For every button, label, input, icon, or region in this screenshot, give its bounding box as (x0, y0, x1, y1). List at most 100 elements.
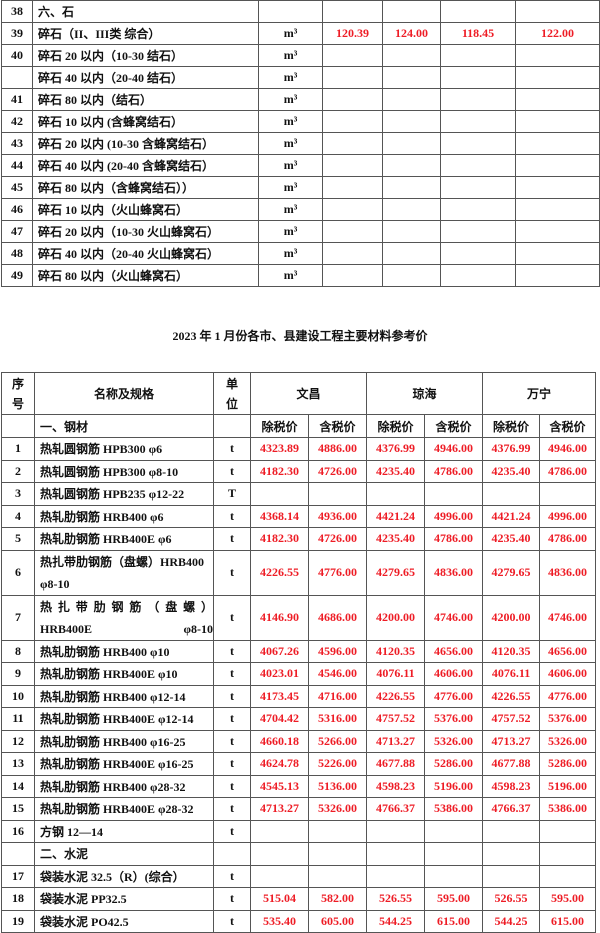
price-cell: 4766.37 (482, 797, 541, 821)
header-name: 名称及规格 (34, 372, 214, 415)
price-cell: 4182.30 (250, 527, 309, 551)
price-cell: 4686.00 (307, 594, 368, 641)
price-cell (440, 198, 516, 221)
price-cell: 4023.01 (250, 662, 309, 686)
price-cell (382, 154, 441, 177)
price-cell: 4776.00 (307, 549, 368, 596)
material-name: 碎石 20 以内（10-30 火山蜂窝石） (32, 220, 259, 243)
material-name: 碎石（II、III类 综合） (32, 22, 259, 45)
table-row: 2 热轧圆钢筋 HPB300 φ8-10 t 4182.30 4726.00 4235.4… (1, 459, 597, 483)
row-number: 19 (1, 909, 35, 933)
row-number: 17 (1, 864, 35, 888)
unit: t (213, 549, 251, 596)
header-inc-tax: 含税价 (539, 414, 597, 438)
price-cell: 4421.24 (366, 504, 426, 528)
material-name: 热轧肋钢筋 HRB400E φ12-14 (34, 707, 214, 731)
header-inc-tax: 含税价 (307, 414, 368, 438)
material-name: 碎石 80 以内（结石） (32, 88, 259, 111)
price-cell: 4226.55 (250, 549, 309, 596)
unit: m³ (258, 22, 323, 45)
table-row: 12 热轧肋钢筋 HRB400 φ16-25 t 4660.18 5266.00 4713… (1, 729, 597, 753)
price-cell (382, 66, 441, 89)
unit (258, 0, 323, 23)
price-cell: 4235.40 (482, 527, 541, 551)
price-cell: 615.00 (424, 909, 484, 933)
price-cell (322, 242, 383, 265)
price-cell: 582.00 (307, 887, 368, 911)
price-cell (322, 198, 383, 221)
table-row: 45 碎石 80 以内（含蜂窝结石）） m³ (1, 176, 600, 199)
price-cell: 4598.23 (482, 774, 541, 798)
price-cell (482, 864, 541, 888)
price-cell (539, 819, 597, 843)
header-inc-tax: 含税价 (424, 414, 484, 438)
price-cell: 5196.00 (424, 774, 484, 798)
subheader-unit (213, 414, 251, 438)
row-number: 13 (1, 752, 35, 776)
price-cell: 4996.00 (424, 504, 484, 528)
header-ex-tax: 除税价 (482, 414, 541, 438)
table-row: 8 热轧肋钢筋 HRB400 φ10 t 4067.26 4596.00 4120.35 4… (1, 639, 597, 663)
material-price-table: 序号 名称及规格 单位 文昌 琼海 万宁 一、钢材 除税价 含税价 除税价 含税… (1, 372, 597, 933)
price-cell (515, 242, 600, 265)
price-cell (440, 132, 516, 155)
price-cell: 124.00 (382, 22, 441, 45)
table-row: 42 碎石 10 以内 (含蜂窝结石） m³ (1, 110, 600, 133)
row-number: 2 (1, 459, 35, 483)
price-cell (382, 242, 441, 265)
row-number: 11 (1, 707, 35, 731)
price-cell: 4713.27 (250, 797, 309, 821)
price-cell: 4660.18 (250, 729, 309, 753)
material-name: 热轧圆钢筋 HPB235 φ12-22 (34, 482, 214, 506)
table-row: 4 热轧肋钢筋 HRB400 φ6 t 4368.14 4936.00 4421.24 49… (1, 504, 597, 528)
price-cell: 4120.35 (482, 639, 541, 663)
table-row: 49 碎石 80 以内（火山蜂窝石） m³ (1, 264, 600, 287)
row-number: 49 (1, 264, 33, 287)
material-name: 碎石 80 以内（火山蜂窝石） (32, 264, 259, 287)
row-number: 15 (1, 797, 35, 821)
row-number: 9 (1, 662, 35, 686)
row-number: 44 (1, 154, 33, 177)
price-cell: 4606.00 (539, 662, 597, 686)
table-row: 43 碎石 20 以内 (10-30 含蜂窝结石） m³ (1, 132, 600, 155)
row-number: 48 (1, 242, 33, 265)
price-cell (382, 44, 441, 67)
table-row: 二、水泥 (1, 842, 597, 866)
header-city-wanning: 万宁 (482, 372, 597, 415)
price-cell: 120.39 (322, 22, 383, 45)
price-cell: 4067.26 (250, 639, 309, 663)
price-cell (482, 819, 541, 843)
price-cell: 4946.00 (424, 437, 484, 461)
price-cell (440, 110, 516, 133)
material-name: 六、石 (32, 0, 259, 23)
price-cell: 4726.00 (307, 527, 368, 551)
price-cell (322, 154, 383, 177)
price-cell: 4677.88 (366, 752, 426, 776)
price-cell (440, 220, 516, 243)
price-cell: 5286.00 (539, 752, 597, 776)
price-cell: 4546.00 (307, 662, 368, 686)
price-cell: 4279.65 (366, 549, 426, 596)
unit: m³ (258, 88, 323, 111)
material-name: 热轧肋钢筋 HRB400 φ16-25 (34, 729, 214, 753)
price-cell (515, 198, 600, 221)
row-number: 41 (1, 88, 33, 111)
price-cell (382, 220, 441, 243)
price-cell (515, 176, 600, 199)
header-city-qionghai: 琼海 (366, 372, 484, 415)
table-row: 16 方钢 12—14 t (1, 819, 597, 843)
table-row: 40 碎石 20 以内（10-30 结石） m³ (1, 44, 600, 67)
material-name: 碎石 10 以内 (含蜂窝结石） (32, 110, 259, 133)
price-cell (322, 132, 383, 155)
price-cell: 4226.55 (366, 684, 426, 708)
price-cell: 4786.00 (424, 527, 484, 551)
unit: m³ (258, 132, 323, 155)
price-cell: 4076.11 (482, 662, 541, 686)
price-cell (539, 842, 597, 866)
price-cell (515, 66, 600, 89)
header-ex-tax: 除税价 (250, 414, 309, 438)
material-name: 碎石 20 以内 (10-30 含蜂窝结石） (32, 132, 259, 155)
price-cell: 4596.00 (307, 639, 368, 663)
price-cell: 595.00 (539, 887, 597, 911)
row-number: 12 (1, 729, 35, 753)
